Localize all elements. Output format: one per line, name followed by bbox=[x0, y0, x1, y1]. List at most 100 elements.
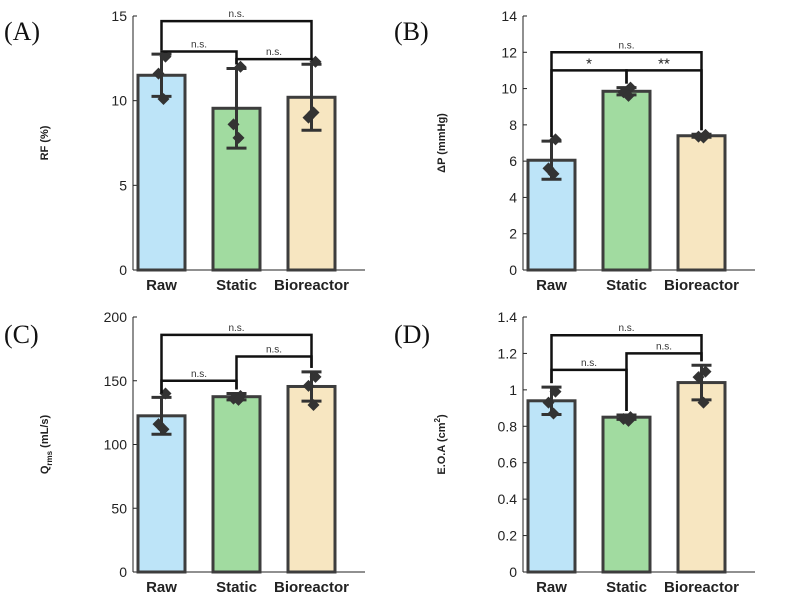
y-tick-label: 150 bbox=[104, 373, 128, 389]
y-tick-label: 0.8 bbox=[498, 418, 518, 434]
y-tick-label: 0 bbox=[119, 564, 127, 580]
y-axis-label: RF (%) bbox=[39, 125, 51, 160]
y-tick-label: 100 bbox=[104, 437, 128, 453]
y-axis-label: Qrms (mL/s) bbox=[39, 415, 54, 475]
y-axis-label: E.O.A (cm2) bbox=[433, 414, 448, 475]
x-tick-label: Bioreactor bbox=[664, 579, 739, 596]
bar-raw bbox=[526, 399, 577, 574]
panel-label: (D) bbox=[394, 320, 430, 349]
chart-panel: (B) 0 2 4 6 8 10 12 14 ΔP (mmHg) Raw Static Bioreact… bbox=[394, 8, 755, 294]
bar-raw bbox=[136, 73, 187, 272]
significance-label: n.s. bbox=[228, 323, 244, 334]
data-point bbox=[622, 414, 635, 427]
significance-bracket bbox=[550, 333, 703, 384]
significance-label: n.s. bbox=[656, 341, 672, 352]
bar-raw bbox=[526, 158, 577, 272]
significance-label: n.s. bbox=[618, 40, 634, 51]
y-tick-label: 6 bbox=[509, 153, 517, 169]
y-tick-label: 14 bbox=[501, 8, 517, 24]
significance-label: * bbox=[586, 55, 592, 72]
y-tick-label: 10 bbox=[501, 81, 517, 97]
data-point bbox=[157, 92, 170, 105]
y-tick-label: 15 bbox=[111, 8, 127, 24]
x-tick-label: Raw bbox=[146, 277, 177, 294]
y-tick-label: 0.6 bbox=[498, 455, 518, 471]
data-point bbox=[152, 67, 165, 80]
bar-bioreactor bbox=[676, 381, 727, 574]
x-tick-label: Raw bbox=[536, 277, 567, 294]
data-point bbox=[232, 131, 245, 144]
data-point bbox=[159, 50, 172, 63]
y-tick-label: 50 bbox=[111, 500, 127, 516]
significance-label: ** bbox=[658, 55, 670, 72]
y-tick-label: 0.4 bbox=[498, 491, 518, 507]
x-tick-label: Static bbox=[606, 277, 647, 294]
data-point bbox=[697, 396, 710, 409]
chart-panel: (C) 0 50 100 150 200 Qrms (mL/s) Raw Static Biore… bbox=[4, 309, 365, 596]
x-tick-label: Bioreactor bbox=[664, 277, 739, 294]
y-tick-label: 4 bbox=[509, 189, 517, 205]
data-point bbox=[547, 407, 560, 420]
data-point bbox=[307, 106, 320, 119]
significance-label: n.s. bbox=[191, 40, 207, 51]
bar-bioreactor bbox=[286, 384, 337, 574]
significance-label: n.s. bbox=[266, 345, 282, 356]
significance-bracket bbox=[550, 51, 703, 138]
y-axis-label: ΔP (mmHg) bbox=[436, 113, 448, 173]
data-point bbox=[547, 167, 560, 180]
x-tick-label: Static bbox=[216, 277, 257, 294]
significance-label: n.s. bbox=[581, 358, 597, 369]
significance-bracket bbox=[160, 19, 313, 61]
data-point bbox=[697, 131, 710, 144]
x-tick-label: Bioreactor bbox=[274, 579, 349, 596]
y-tick-label: 200 bbox=[104, 309, 128, 325]
data-point bbox=[157, 423, 170, 436]
data-point bbox=[699, 365, 712, 378]
y-tick-label: 12 bbox=[501, 44, 517, 60]
data-point bbox=[307, 398, 320, 411]
data-point bbox=[309, 370, 322, 383]
data-point bbox=[542, 396, 555, 409]
significance-bracket bbox=[160, 333, 313, 394]
panel-label: (B) bbox=[394, 17, 429, 46]
significance-bracket bbox=[160, 50, 238, 65]
x-tick-label: Static bbox=[606, 579, 647, 596]
y-tick-label: 0 bbox=[509, 564, 517, 580]
y-tick-label: 5 bbox=[119, 177, 127, 193]
data-point bbox=[227, 118, 240, 131]
bar-static bbox=[601, 89, 652, 272]
significance-label: n.s. bbox=[618, 323, 634, 334]
chart-panel: (A) 0 5 10 15 RF (%) Raw Static Bioreactor n.s. n.… bbox=[4, 8, 365, 294]
bar-raw bbox=[136, 414, 187, 574]
x-tick-label: Bioreactor bbox=[274, 277, 349, 294]
y-tick-label: 1.2 bbox=[498, 345, 518, 361]
y-tick-label: 1 bbox=[509, 382, 517, 398]
y-tick-label: 1.4 bbox=[498, 309, 518, 325]
y-tick-label: 0 bbox=[509, 262, 517, 278]
y-tick-label: 0 bbox=[119, 262, 127, 278]
bar-bioreactor bbox=[676, 134, 727, 272]
x-tick-label: Static bbox=[216, 579, 257, 596]
significance-bracket bbox=[235, 57, 313, 65]
bar-static bbox=[601, 415, 652, 574]
significance-label: n.s. bbox=[228, 9, 244, 20]
y-tick-label: 8 bbox=[509, 117, 517, 133]
data-point bbox=[549, 385, 562, 398]
data-point bbox=[234, 60, 247, 73]
panel-label: (C) bbox=[4, 320, 39, 349]
chart-panel: (D) 0 0.2 0.4 0.6 0.8 1 1.2 1.4 E.O.A (cm2) Raw Sta… bbox=[394, 309, 755, 596]
data-point bbox=[302, 379, 315, 392]
data-point bbox=[692, 371, 705, 384]
data-point bbox=[232, 393, 245, 406]
y-tick-label: 0.2 bbox=[498, 528, 518, 544]
panel-label: (A) bbox=[4, 17, 40, 46]
significance-label: n.s. bbox=[191, 369, 207, 380]
significance-bracket bbox=[160, 379, 238, 394]
significance-bracket bbox=[235, 355, 313, 390]
significance-label: n.s. bbox=[266, 47, 282, 58]
bar-static bbox=[211, 395, 262, 574]
x-tick-label: Raw bbox=[146, 579, 177, 596]
y-tick-label: 10 bbox=[111, 93, 127, 109]
data-point bbox=[622, 89, 635, 102]
